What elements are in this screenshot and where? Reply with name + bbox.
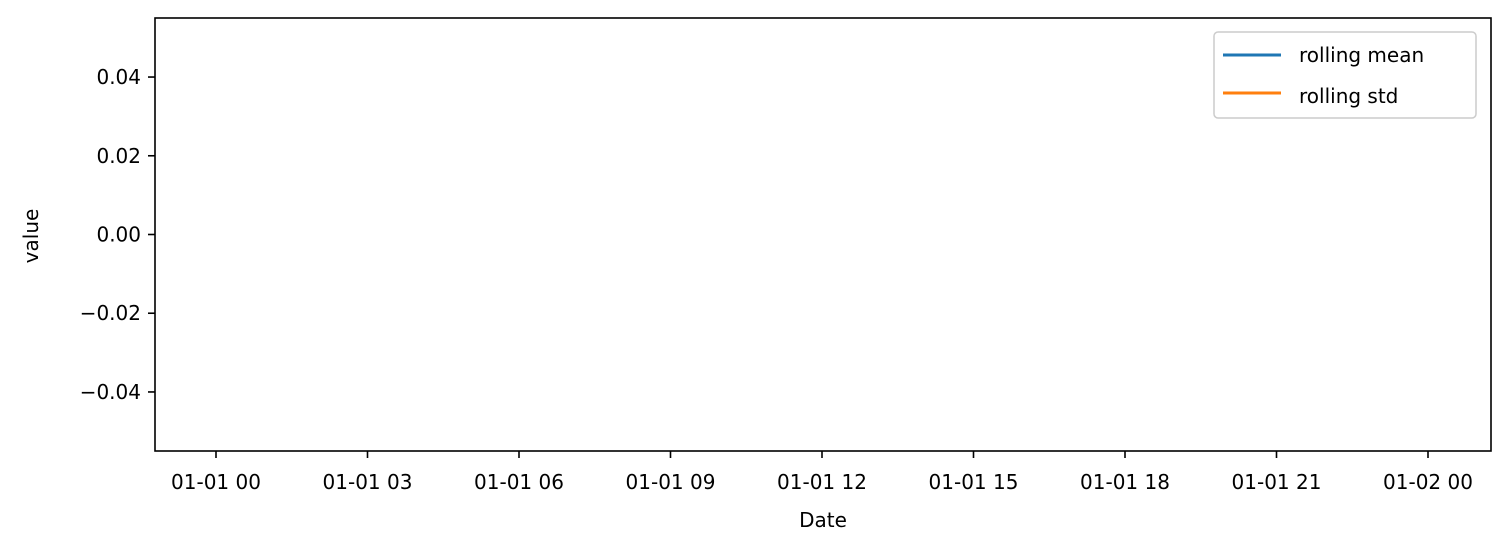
y-tick-label: 0.00 bbox=[96, 223, 141, 247]
x-axis: 01-01 00 01-01 03 01-01 06 01-01 09 01-01 12… bbox=[171, 451, 1473, 494]
x-tick-label: 01-01 09 bbox=[626, 470, 716, 494]
x-tick-label: 01-01 03 bbox=[323, 470, 413, 494]
y-axis: 0.04 0.02 0.00 −0.02 −0.04 bbox=[80, 65, 155, 404]
x-tick-label: 01-02 00 bbox=[1383, 470, 1473, 494]
x-tick-label: 01-01 06 bbox=[474, 470, 564, 494]
x-tick-label: 01-01 18 bbox=[1080, 470, 1170, 494]
x-axis-label: Date bbox=[799, 508, 847, 532]
y-tick-label: 0.04 bbox=[96, 65, 141, 89]
y-tick-label: −0.02 bbox=[80, 301, 141, 325]
x-tick-label: 01-01 12 bbox=[777, 470, 867, 494]
legend-label-rolling-mean: rolling mean bbox=[1299, 43, 1424, 67]
y-tick-label: −0.04 bbox=[80, 380, 141, 404]
legend: rolling mean rolling std bbox=[1213, 31, 1477, 119]
y-axis-label: value bbox=[19, 209, 43, 264]
x-tick-label: 01-01 21 bbox=[1232, 470, 1322, 494]
y-tick-label: 0.02 bbox=[96, 144, 141, 168]
x-tick-label: 01-01 15 bbox=[929, 470, 1019, 494]
legend-label-rolling-std: rolling std bbox=[1299, 84, 1398, 108]
x-tick-label: 01-01 00 bbox=[171, 470, 261, 494]
